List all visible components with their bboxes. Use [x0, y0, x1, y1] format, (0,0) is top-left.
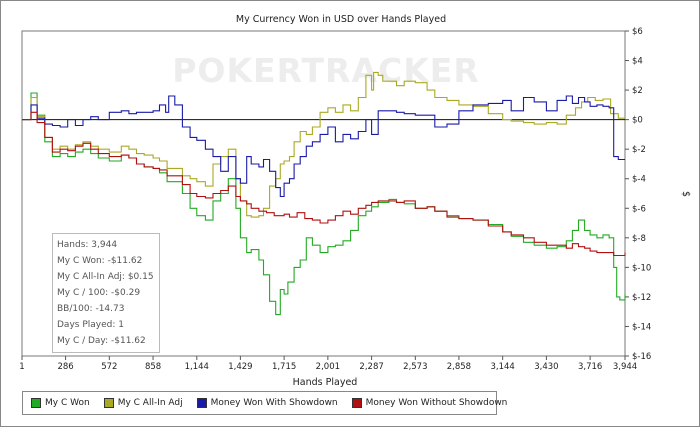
y-tick-label: $-10 [632, 263, 651, 273]
y-tick-label: $4 [632, 57, 643, 67]
x-tick-label: 1,144 [185, 362, 209, 372]
x-tick-label: 858 [145, 362, 161, 372]
x-tick-label: 3,716 [578, 362, 602, 372]
y-tick-label: $-12 [632, 293, 651, 303]
legend-label: Money Won With Showdown [210, 398, 338, 408]
legend-label: My C All-In Adj [117, 398, 183, 408]
x-tick-label: 2,001 [316, 362, 340, 372]
x-tick-label: 3,144 [490, 362, 514, 372]
x-tick-label: 2,573 [403, 362, 427, 372]
y-tick-label: $-16 [632, 352, 651, 362]
y-tick-label: $-2 [632, 145, 646, 155]
series-line-2 [22, 95, 625, 198]
x-tick-label: 572 [101, 362, 117, 372]
x-tick-label: 2,858 [447, 362, 471, 372]
y-tick-label: $-14 [632, 322, 651, 332]
chart-legend: My C Won My C All-In Adj Money Won With … [22, 391, 507, 415]
legend-swatch [351, 398, 362, 408]
legend-item-my-c-all-in-adj[interactable]: My C All-In Adj [103, 398, 183, 408]
y-tick-label: $6 [632, 27, 643, 37]
x-tick-label: 286 [57, 362, 73, 372]
x-tick-label: 2,287 [359, 362, 383, 372]
legend-swatch [31, 398, 41, 408]
legend-item-won-with-showdown[interactable]: Money Won With Showdown [196, 398, 338, 408]
y-tick-label: $-4 [632, 175, 646, 185]
stats-days-played: Days Played: 1 [57, 320, 124, 330]
stats-per-day: My C / Day: -$11.62 [57, 336, 146, 346]
stats-bb-per-100: BB/100: -14.73 [57, 304, 125, 314]
y-tick-label: $0 [632, 116, 643, 126]
plot-area [21, 30, 626, 357]
watermark-logo: POKERTRACKER [172, 51, 480, 90]
legend-swatch [103, 398, 114, 408]
y-tick-label: $2 [632, 86, 643, 96]
stats-per-100: My C / 100: -$0.29 [57, 288, 141, 298]
x-axis: 1 286 572 858 1,144 1,429 1,715 2,001 2,287 2,573… [19, 356, 637, 372]
y-axis: $6 $4 $2 $0 $-2 $-4 $-6 $-8 $-10 $-12 $-14 $-16 [625, 27, 651, 362]
stats-hands: Hands: 3,944 [57, 240, 118, 250]
stats-all-in-adj: My C All-In Adj: $0.15 [57, 272, 154, 282]
legend-swatch [196, 398, 207, 408]
y-tick-label: $-8 [632, 234, 646, 244]
y-tick-label: $-6 [632, 204, 646, 214]
chart-title: My Currency Won in USD over Hands Played [236, 14, 446, 25]
x-tick-label: 3,430 [534, 362, 558, 372]
series-line-1 [22, 71, 625, 218]
stats-box: Hands: 3,944 My C Won: -$11.62 My C All-… [52, 233, 160, 353]
stats-won: My C Won: -$11.62 [57, 256, 143, 266]
legend-item-won-without-showdown[interactable]: Money Won Without Showdown [351, 398, 508, 408]
x-tick-label: 1 [19, 362, 24, 372]
y-axis-label: $ [680, 191, 691, 197]
legend-label: My C Won [45, 398, 90, 408]
x-tick-label: 1,429 [228, 362, 252, 372]
legend-label: Money Won Without Showdown [365, 398, 508, 408]
legend-item-my-c-won[interactable]: My C Won [31, 398, 90, 408]
x-tick-label: 1,715 [272, 362, 296, 372]
series-layer [22, 71, 626, 316]
x-axis-label: Hands Played [293, 377, 358, 388]
series-line-3 [22, 111, 626, 257]
x-tick-label: 3,944 [613, 362, 637, 372]
